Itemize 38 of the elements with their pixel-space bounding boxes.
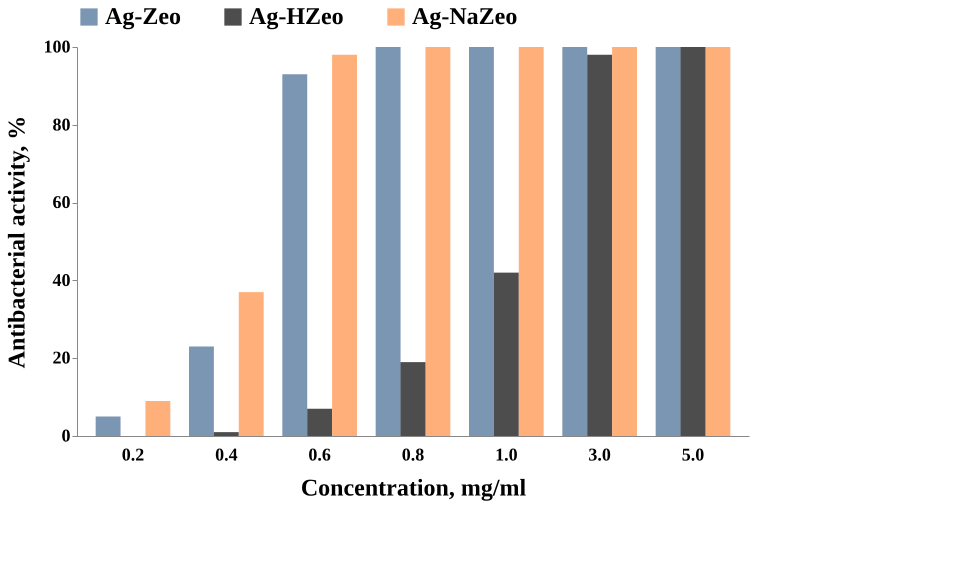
bar — [425, 47, 450, 436]
legend-label: Ag-Zeo — [105, 4, 181, 30]
bar — [469, 47, 494, 436]
bar — [612, 47, 637, 436]
legend-label: Ag-NaZeo — [412, 4, 518, 30]
bar — [494, 272, 519, 436]
x-axis-title: Concentration, mg/ml — [300, 476, 526, 502]
y-tick-label: 40 — [52, 270, 70, 290]
x-tick-label: 0.8 — [402, 444, 424, 464]
x-tick-label: 0.6 — [308, 444, 331, 464]
bar — [214, 432, 239, 436]
legend-label: Ag-HZeo — [249, 4, 344, 30]
bar — [680, 47, 706, 436]
bar — [376, 47, 401, 436]
bar — [705, 47, 730, 436]
y-tick-label: 0 — [62, 426, 70, 446]
bar — [332, 54, 357, 436]
bar — [587, 54, 612, 436]
bar — [96, 416, 121, 436]
bar — [282, 74, 308, 436]
bar — [518, 47, 544, 436]
x-tick-label: 0.4 — [215, 444, 238, 464]
y-tick-label: 60 — [52, 192, 70, 212]
bar — [656, 47, 681, 436]
x-tick-label: 5.0 — [682, 444, 704, 464]
y-tick-label: 100 — [44, 36, 70, 56]
bar — [562, 47, 588, 436]
x-tick-label: 1.0 — [495, 444, 518, 464]
bar — [400, 362, 426, 436]
bar — [145, 400, 170, 436]
y-tick-label: 80 — [52, 114, 70, 134]
bar — [307, 408, 332, 436]
x-tick-label: 0.2 — [122, 444, 144, 464]
y-tick-label: 20 — [52, 348, 70, 368]
y-axis-title: Antibacterial activity, % — [4, 116, 30, 368]
bar — [189, 346, 214, 436]
x-tick-label: 3.0 — [588, 444, 611, 464]
bar — [238, 292, 264, 436]
